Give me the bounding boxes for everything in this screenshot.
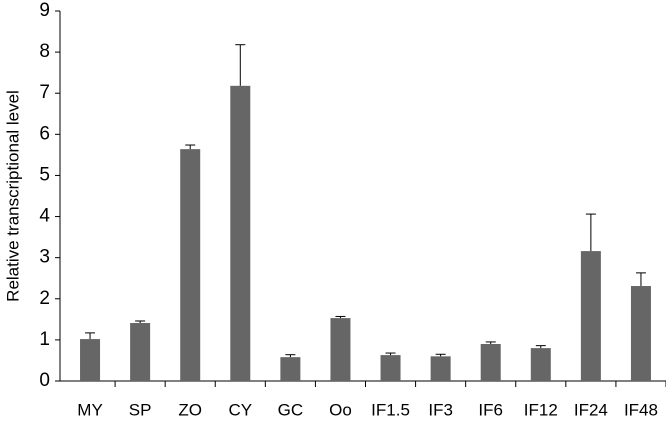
y-tick-label: 8 [39, 41, 50, 62]
x-tick-label: IF24 [574, 400, 608, 419]
y-tick-label: 0 [39, 370, 50, 391]
x-tick-label: ZO [178, 400, 202, 419]
x-tick-label: GC [278, 400, 304, 419]
x-tick-label: IF6 [478, 400, 503, 419]
y-tick-label: 1 [39, 329, 50, 350]
x-tick-label: IF48 [624, 400, 658, 419]
y-tick-label: 2 [39, 288, 50, 309]
bar [230, 85, 251, 382]
bar [480, 344, 501, 381]
bar [580, 251, 601, 381]
y-tick-label: 4 [39, 206, 50, 227]
y-tick-label: 5 [39, 164, 50, 185]
x-tick-label: SP [129, 400, 152, 419]
x-tick-label: IF12 [524, 400, 558, 419]
bar [330, 318, 351, 381]
bar [180, 149, 201, 381]
x-tick-label: IF3 [428, 400, 453, 419]
bar [630, 286, 651, 381]
bar [130, 323, 151, 381]
y-axis-label: Relative transcriptional level [3, 90, 22, 302]
bar [280, 357, 301, 381]
bar [80, 339, 101, 381]
bar [380, 355, 401, 381]
x-tick-label: IF1.5 [371, 400, 410, 419]
y-tick-label: 7 [39, 82, 50, 103]
x-tick-label: CY [228, 400, 252, 419]
x-tick-label: MY [77, 400, 103, 419]
y-tick-label: 3 [39, 247, 50, 268]
x-tick-label: Oo [329, 400, 352, 419]
bar [430, 356, 451, 381]
y-tick-label: 6 [39, 123, 50, 144]
y-tick-label: 9 [39, 0, 50, 21]
bar [530, 348, 551, 381]
